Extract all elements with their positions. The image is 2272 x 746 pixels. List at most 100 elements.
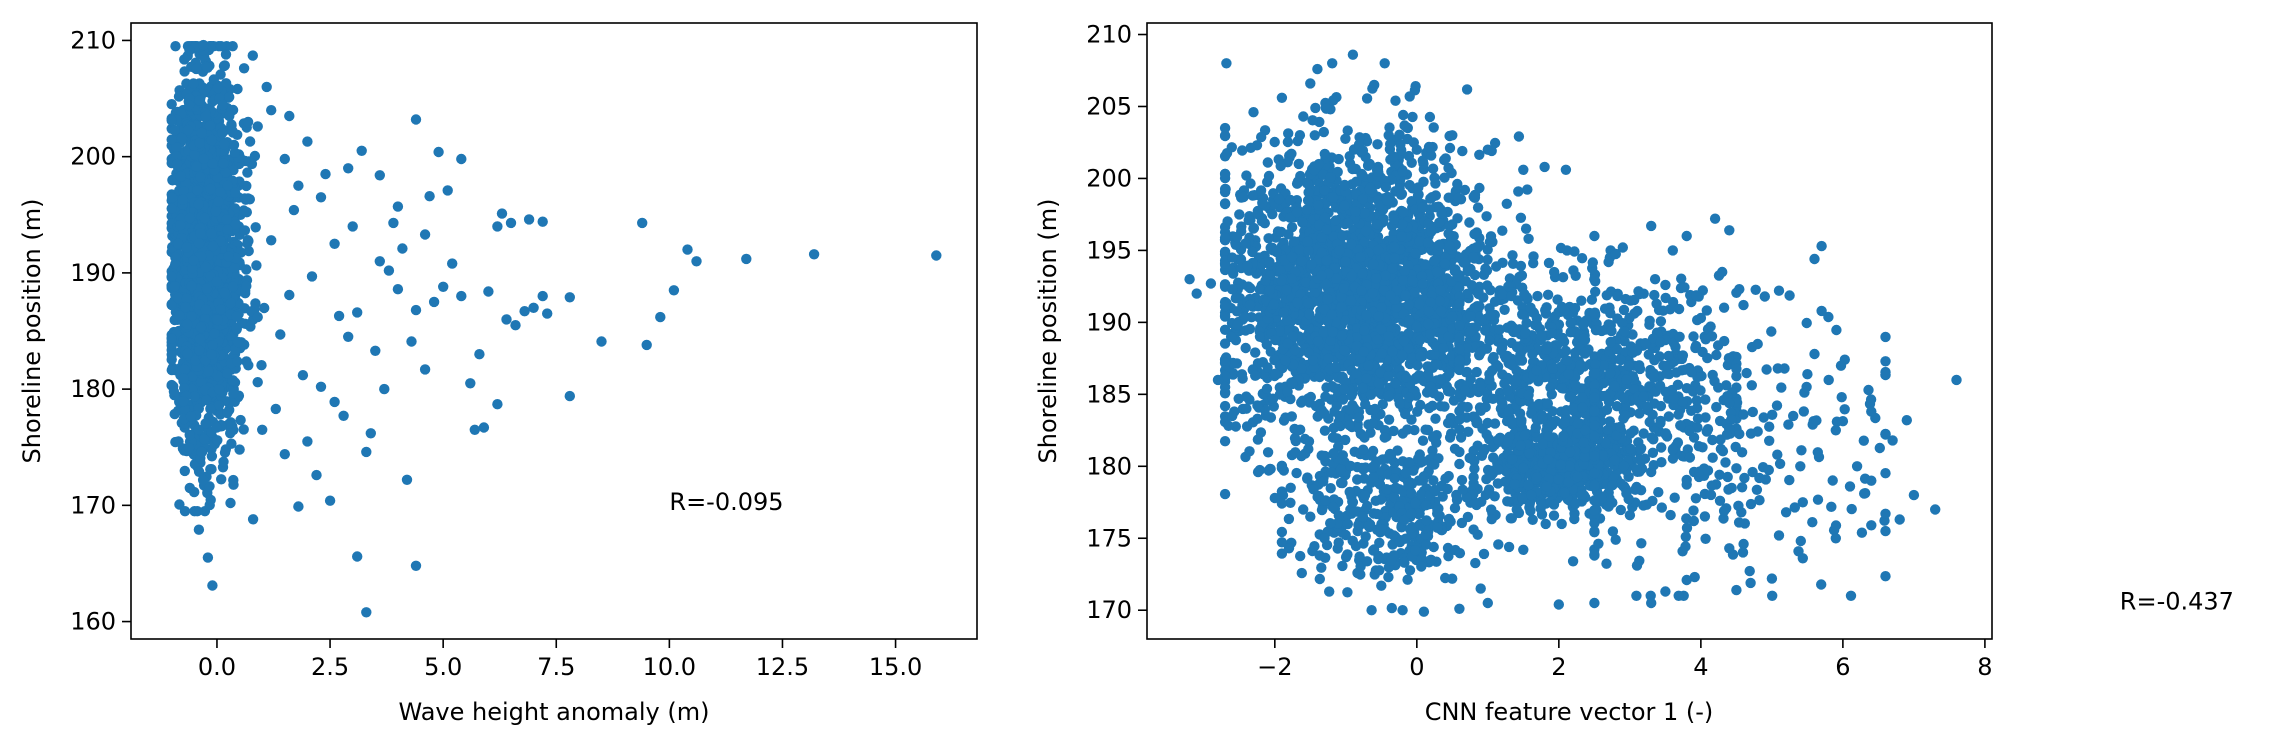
scatter-point [1435,305,1447,317]
scatter-point [1355,251,1366,263]
x-tick-label: 2.5 [311,653,349,681]
scatter-point [1323,353,1334,364]
scatter-point [222,224,233,235]
scatter-point [1350,206,1361,217]
scatter-point [1403,299,1414,310]
scatter-point [219,447,231,458]
scatter-point [1309,130,1321,141]
scatter-point [1273,193,1285,205]
scatter-point [682,244,693,255]
scatter-point [238,205,249,216]
scatter-point [184,99,195,111]
scatter-point [242,235,254,246]
scatter-point [218,158,229,169]
scatter-point [1485,231,1497,242]
scatter-point [218,139,230,150]
scatter-point [206,349,217,360]
scatter-point [338,410,349,421]
scatter-point [213,400,225,411]
scatter-point [1221,148,1233,159]
scatter-point [227,125,238,137]
scatter-point [352,551,363,562]
scatter-point [1425,328,1436,340]
scatter-point [1424,111,1436,123]
scatter-point [1440,153,1451,164]
scatter-point [343,331,354,342]
scatter-point [1269,136,1280,148]
scatter-point [1286,273,1298,284]
scatter-point [1372,334,1384,345]
scatter-point [428,296,440,308]
scatter-point [1384,122,1395,133]
scatter-point [232,356,243,367]
scatter-point [1344,420,1355,431]
scatter-point [1499,304,1510,315]
scatter-point [209,328,220,339]
scatter-point [1347,163,1358,175]
scatter-point [200,110,211,122]
scatter-point [242,167,253,178]
scatter-point [1238,191,1249,203]
scatter-point [329,396,340,408]
scatter-point [1379,58,1390,69]
scatter-point [172,292,184,304]
scatter-point [221,214,232,225]
scatter-point [293,180,304,191]
scatter-point [492,221,503,232]
scatter-point [202,552,214,563]
left-plot-frame [130,22,978,640]
scatter-point [196,127,207,139]
scatter-point [194,95,205,106]
scatter-point [215,304,226,315]
scatter-point [1472,202,1484,213]
scatter-point [284,110,295,122]
scatter-point [1501,198,1513,209]
scatter-point [1232,319,1244,330]
scatter-point [1426,150,1437,161]
scatter-point [247,50,258,61]
scatter-point [181,318,193,330]
scatter-point [379,383,390,395]
scatter-point [1222,216,1233,227]
scatter-point [200,418,211,429]
scatter-point [741,253,752,265]
scatter-point [474,349,485,360]
scatter-point [195,228,206,239]
scatter-point [1523,233,1534,244]
scatter-point [172,238,184,249]
scatter-point [1407,111,1418,123]
scatter-point [186,311,197,322]
scatter-point [241,280,252,292]
scatter-point [169,408,180,420]
scatter-point [166,115,177,126]
scatter-point [655,311,666,323]
scatter-point [1312,200,1324,211]
scatter-point [1452,178,1463,190]
scatter-point [1219,183,1231,195]
scatter-point [270,403,281,415]
scatter-point [1321,103,1332,114]
scatter-point [195,171,206,183]
scatter-point [1469,189,1481,201]
scatter-point [1445,386,1456,397]
scatter-point [167,192,178,203]
scatter-point [229,262,240,273]
scatter-point [1223,420,1234,431]
scatter-point [179,382,190,394]
scatter-point [1330,362,1341,373]
scatter-point [184,482,195,494]
scatter-point [191,63,202,75]
scatter-point [219,287,230,299]
scatter-point [1307,115,1318,126]
scatter-point [1430,178,1441,189]
scatter-point [198,39,209,51]
scatter-point [1240,342,1251,354]
scatter-point [220,49,232,60]
y-tick-label: 180 [70,375,116,403]
scatter-point [166,99,177,110]
x-tick-label: 12.5 [756,653,809,681]
scatter-point [224,110,235,122]
scatter-point [232,83,243,95]
